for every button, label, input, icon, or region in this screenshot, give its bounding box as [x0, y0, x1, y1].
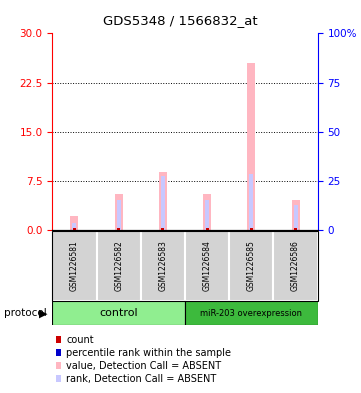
Bar	[250, 228, 253, 230]
Text: GSM1226584: GSM1226584	[203, 240, 212, 291]
Bar	[292, 200, 300, 230]
Bar	[185, 301, 318, 325]
Text: GSM1226583: GSM1226583	[158, 240, 168, 291]
Bar	[161, 228, 165, 230]
Text: GDS5348 / 1566832_at: GDS5348 / 1566832_at	[103, 14, 258, 27]
Text: miR-203 overexpression: miR-203 overexpression	[200, 309, 303, 318]
Bar	[293, 205, 297, 230]
Bar	[70, 216, 78, 230]
Text: percentile rank within the sample: percentile rank within the sample	[66, 348, 231, 358]
Bar	[52, 301, 185, 325]
Text: GSM1226585: GSM1226585	[247, 240, 256, 291]
Bar	[247, 63, 255, 230]
Bar	[229, 231, 274, 301]
Bar	[141, 231, 185, 301]
Bar	[203, 194, 211, 230]
Text: ▶: ▶	[39, 308, 48, 318]
Text: GSM1226582: GSM1226582	[114, 240, 123, 291]
Bar	[97, 231, 141, 301]
Bar	[161, 176, 165, 230]
Bar	[117, 200, 121, 230]
Bar	[294, 228, 297, 230]
Bar	[249, 174, 253, 230]
Bar	[52, 231, 97, 301]
Bar	[185, 231, 229, 301]
Text: control: control	[99, 308, 138, 318]
Bar	[205, 228, 209, 230]
Text: GSM1226586: GSM1226586	[291, 240, 300, 291]
Bar	[117, 228, 120, 230]
Bar	[73, 228, 76, 230]
Bar	[115, 194, 123, 230]
Text: GSM1226581: GSM1226581	[70, 240, 79, 291]
Text: count: count	[66, 335, 94, 345]
Text: protocol: protocol	[4, 308, 46, 318]
Bar	[205, 200, 209, 230]
Text: rank, Detection Call = ABSENT: rank, Detection Call = ABSENT	[66, 374, 216, 384]
Text: value, Detection Call = ABSENT: value, Detection Call = ABSENT	[66, 361, 221, 371]
Bar	[274, 231, 318, 301]
Bar	[159, 172, 167, 230]
Bar	[73, 223, 77, 230]
